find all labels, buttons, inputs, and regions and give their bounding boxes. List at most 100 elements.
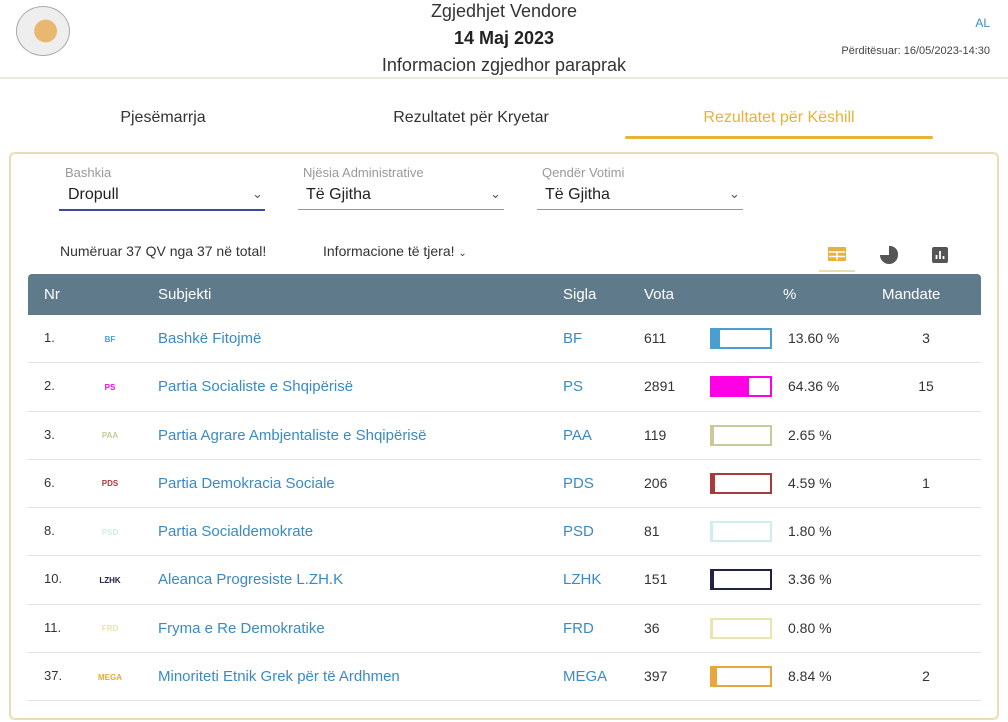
filter-label: Njësia Administrative	[303, 165, 424, 180]
party-name-link[interactable]: Aleanca Progresiste L.ZH.K	[158, 571, 344, 589]
mandates: 15	[918, 378, 934, 395]
more-info-label: Informacione të tjera!	[323, 243, 455, 259]
percent-bar-fill	[712, 330, 720, 347]
chevron-down-icon[interactable]: ⌄	[490, 186, 501, 201]
percent-bar-fill	[712, 523, 714, 541]
party-name-link[interactable]: Bashkë Fitojmë	[158, 330, 262, 347]
table-icon	[828, 247, 846, 261]
table-row: 6. PDS Partia Demokracia Sociale PDS 206…	[28, 460, 981, 509]
filter-underline	[59, 209, 265, 211]
party-sigla-link[interactable]: PS	[563, 378, 584, 396]
col-sigla: Sigla	[563, 286, 597, 303]
percent-bar	[710, 328, 772, 349]
table-row: 1. BF Bashkë Fitojmë BF 611 13.60 % 3	[28, 315, 981, 364]
filter-value[interactable]: Të Gjitha	[545, 186, 610, 203]
percent-bar	[710, 617, 772, 639]
chevron-down-icon: ⌄	[458, 248, 467, 259]
votes: 206	[644, 474, 668, 491]
table-view-button[interactable]	[819, 238, 855, 272]
votes: 119	[644, 426, 667, 443]
table-row: 2. PS Partia Socialiste e Shqipërisë PS …	[28, 363, 981, 412]
percent: 0.80 %	[788, 619, 832, 636]
votes: 151	[644, 571, 668, 588]
party-name-link[interactable]: Minoriteti Etnik Grek për të Ardhmen	[158, 668, 400, 686]
kqz-logo	[16, 6, 70, 56]
language-switch[interactable]: AL	[975, 16, 990, 30]
party-logo: MEGA	[98, 672, 122, 682]
tab-kryetar[interactable]: Rezultatet për Kryetar	[393, 109, 549, 126]
row-nr: 6.	[44, 474, 55, 490]
row-nr: 2.	[44, 378, 55, 394]
more-info-dropdown[interactable]: Informacione të tjera! ⌄	[323, 243, 467, 259]
bar-view-button[interactable]	[922, 238, 958, 272]
updated-timestamp: Përditësuar: 16/05/2023-14:30	[841, 45, 990, 57]
party-name-link[interactable]: Partia Socialdemokrate	[158, 523, 314, 541]
party-name-link[interactable]: Fryma e Re Demokratike	[158, 619, 325, 637]
pie-view-button[interactable]	[871, 238, 907, 272]
party-logo: BF	[104, 334, 116, 344]
table-row: 3. PAA Partia Agrare Ambjentaliste e Shq…	[28, 412, 981, 460]
percent-bar	[710, 521, 772, 543]
votes: 36	[644, 619, 660, 636]
col-vota: Vota	[644, 286, 675, 303]
party-name-link[interactable]: Partia Socialiste e Shqipërisë	[158, 378, 354, 396]
tab-pjesemarrja[interactable]: Pjesëmarrja	[120, 109, 206, 126]
col-pct: %	[783, 286, 797, 303]
party-sigla-link[interactable]: PAA	[563, 426, 592, 444]
header-subtitle: Informacion zgjedhor paraprak	[381, 55, 627, 75]
party-sigla-link[interactable]: MEGA	[563, 668, 608, 686]
table-header: Nr Subjekti Sigla Vota % Mandate	[28, 274, 981, 315]
votes: 397	[644, 668, 668, 685]
filter-underline	[298, 209, 504, 210]
percent-bar-fill	[712, 426, 714, 444]
party-sigla-link[interactable]: BF	[563, 330, 583, 347]
header-title: Zgjedhjet Vendore	[430, 1, 578, 21]
percent: 2.65 %	[788, 426, 832, 443]
filter-label: Qendër Votimi	[542, 165, 625, 180]
party-logo: PS	[104, 382, 116, 392]
percent: 8.84 %	[788, 668, 832, 685]
party-logo: FRD	[101, 624, 119, 634]
mandates: 3	[922, 330, 930, 346]
header-date: 14 Maj 2023	[453, 28, 555, 48]
percent-bar-fill	[712, 668, 718, 686]
row-nr: 3.	[44, 426, 55, 442]
votes: 81	[644, 523, 660, 540]
percent: 1.80 %	[788, 523, 832, 540]
table-row: 37. MEGA Minoriteti Etnik Grek për të Ar…	[28, 653, 981, 702]
percent-bar	[710, 666, 772, 688]
party-name-link[interactable]: Partia Demokracia Sociale	[158, 474, 335, 492]
votes: 2891	[644, 378, 676, 395]
percent-bar	[710, 424, 772, 446]
active-tab-indicator	[625, 136, 933, 139]
party-sigla-link[interactable]: PSD	[563, 523, 594, 541]
row-nr: 37.	[44, 668, 63, 684]
percent-bar-fill	[712, 571, 714, 589]
percent-bar	[710, 376, 772, 398]
bar-chart-icon	[932, 247, 948, 263]
row-nr: 10.	[44, 571, 63, 587]
percent: 64.36 %	[788, 378, 840, 395]
chevron-down-icon[interactable]: ⌄	[252, 186, 263, 201]
party-sigla-link[interactable]: LZHK	[563, 571, 602, 589]
party-logo: LZHK	[99, 575, 121, 585]
percent-bar-fill	[712, 378, 750, 396]
counted-status: Numëruar 37 QV nga 37 në total!	[60, 243, 267, 259]
filter-underline	[537, 209, 743, 210]
party-logo: PAA	[101, 431, 119, 441]
party-name-link[interactable]: Partia Agrare Ambjentaliste e Shqipërisë	[158, 426, 427, 444]
filter-value[interactable]: Dropull	[68, 186, 119, 203]
row-nr: 8.	[44, 523, 55, 539]
tab-keshill[interactable]: Rezultatet për Këshill	[703, 109, 855, 126]
pie-chart-icon	[880, 246, 898, 264]
table-row: 10. LZHK Aleanca Progresiste L.ZH.K LZHK…	[28, 556, 981, 605]
party-logo: PSD	[101, 527, 119, 537]
percent: 4.59 %	[788, 474, 832, 491]
filter-value[interactable]: Të Gjitha	[306, 186, 371, 203]
chevron-down-icon[interactable]: ⌄	[729, 186, 740, 201]
row-nr: 11.	[44, 619, 62, 635]
votes: 611	[644, 330, 667, 346]
party-sigla-link[interactable]: FRD	[563, 619, 594, 637]
party-sigla-link[interactable]: PDS	[563, 474, 594, 492]
col-nr: Nr	[44, 286, 60, 303]
